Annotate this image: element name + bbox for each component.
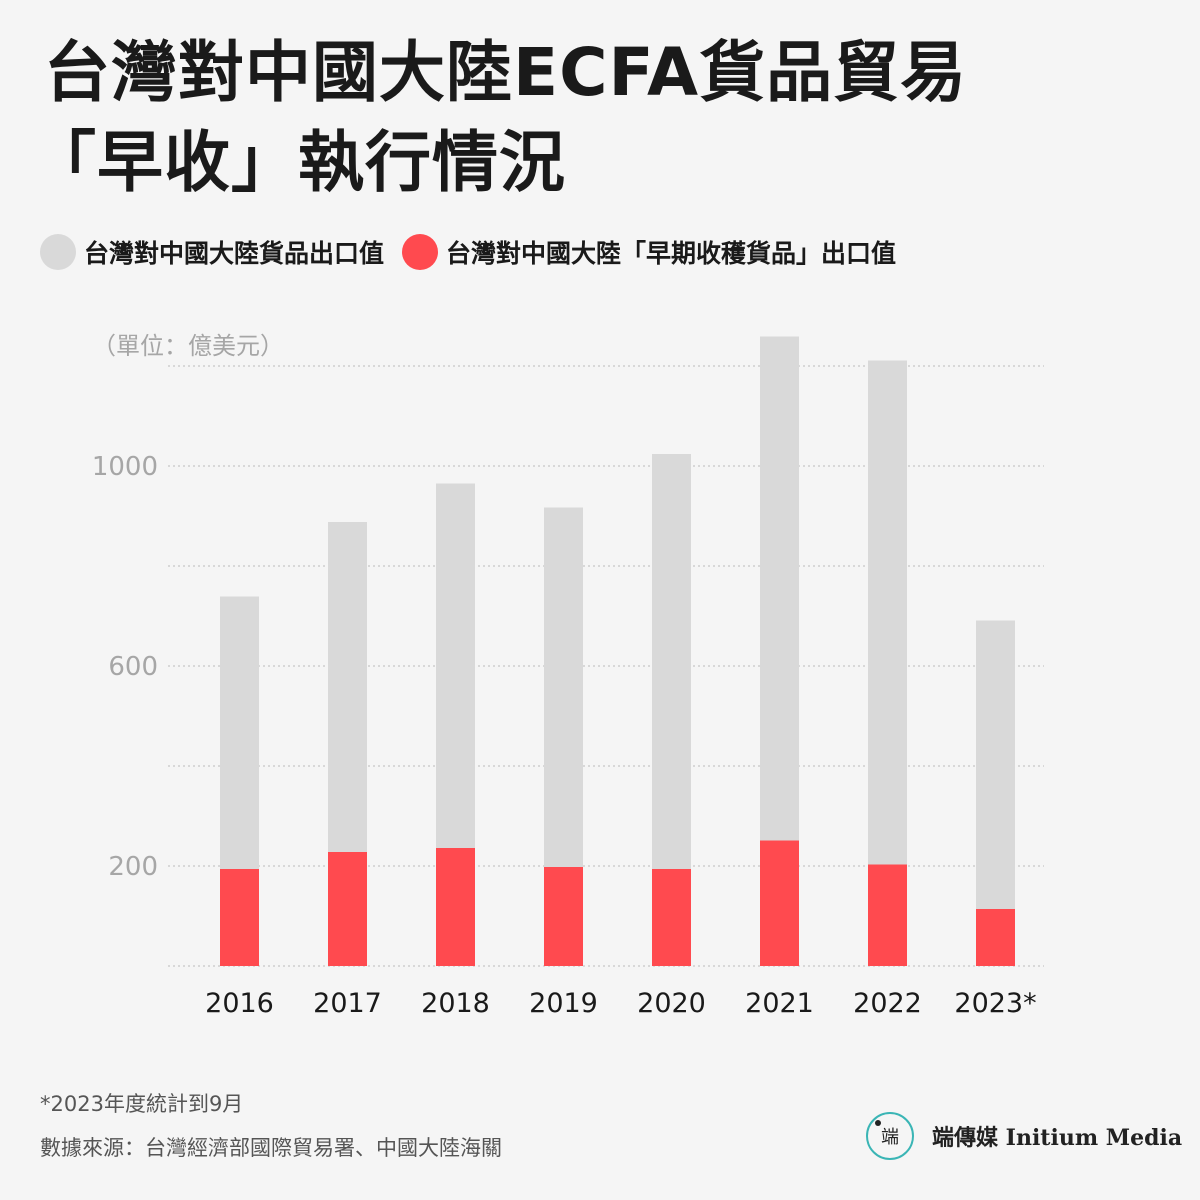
bar-early-harvest	[760, 840, 799, 966]
x-tick-label: 2016	[205, 988, 274, 1019]
chart-title: 台灣對中國大陸ECFA貨品貿易 「早收」執行情況	[30, 28, 1164, 208]
bar-total-exports	[976, 620, 1015, 966]
legend-swatch-early-harvest	[402, 234, 439, 270]
y-tick-label: 1000	[92, 452, 158, 482]
bar-early-harvest	[652, 869, 691, 966]
legend-label-total-exports: 台灣對中國大陸貨品出口值	[84, 239, 385, 268]
bar-early-harvest	[328, 852, 367, 966]
x-tick-label: 2022	[853, 988, 922, 1019]
legend-item-early-harvest: 台灣對中國大陸「早期收穫貨品」出口值	[402, 234, 896, 270]
brand-name: 端傳媒 Initium Media	[932, 1125, 1183, 1151]
legend: 台灣對中國大陸貨品出口值 台灣對中國大陸「早期收穫貨品」出口值	[40, 234, 914, 270]
footnote: *2023年度統計到9月	[40, 1092, 244, 1116]
x-tick-label: 2017	[313, 988, 382, 1019]
data-source: 數據來源：台灣經濟部國際貿易署、中國大陸海關	[40, 1136, 502, 1160]
brand-logo: 端 端傳媒 Initium Media	[866, 1112, 1182, 1160]
chart-title-line2: 「早收」執行情況	[30, 124, 566, 201]
bar-early-harvest	[868, 864, 907, 966]
bar-early-harvest	[436, 848, 475, 966]
legend-swatch-total-exports	[40, 234, 76, 270]
y-tick-label: 200	[108, 852, 158, 882]
x-tick-label: 2023*	[954, 988, 1036, 1019]
chart-title-line1: 台灣對中國大陸ECFA貨品貿易	[44, 34, 968, 111]
brand-mark-text: 端	[881, 1127, 899, 1148]
legend-label-early-harvest: 台灣對中國大陸「早期收穫貨品」出口值	[446, 239, 897, 268]
x-tick-label: 2020	[637, 988, 706, 1019]
x-tick-label: 2019	[529, 988, 598, 1019]
x-tick-label: 2018	[421, 988, 490, 1019]
x-tick-label: 2021	[745, 988, 814, 1019]
bar-early-harvest	[220, 869, 259, 966]
unit-label: （單位：億美元）	[92, 332, 284, 360]
y-tick-label: 600	[108, 652, 158, 682]
bar-early-harvest	[976, 909, 1015, 966]
brand-mark-icon: 端	[866, 1112, 914, 1160]
legend-item-total-exports: 台灣對中國大陸貨品出口值	[40, 234, 384, 270]
bar-early-harvest	[544, 867, 583, 966]
